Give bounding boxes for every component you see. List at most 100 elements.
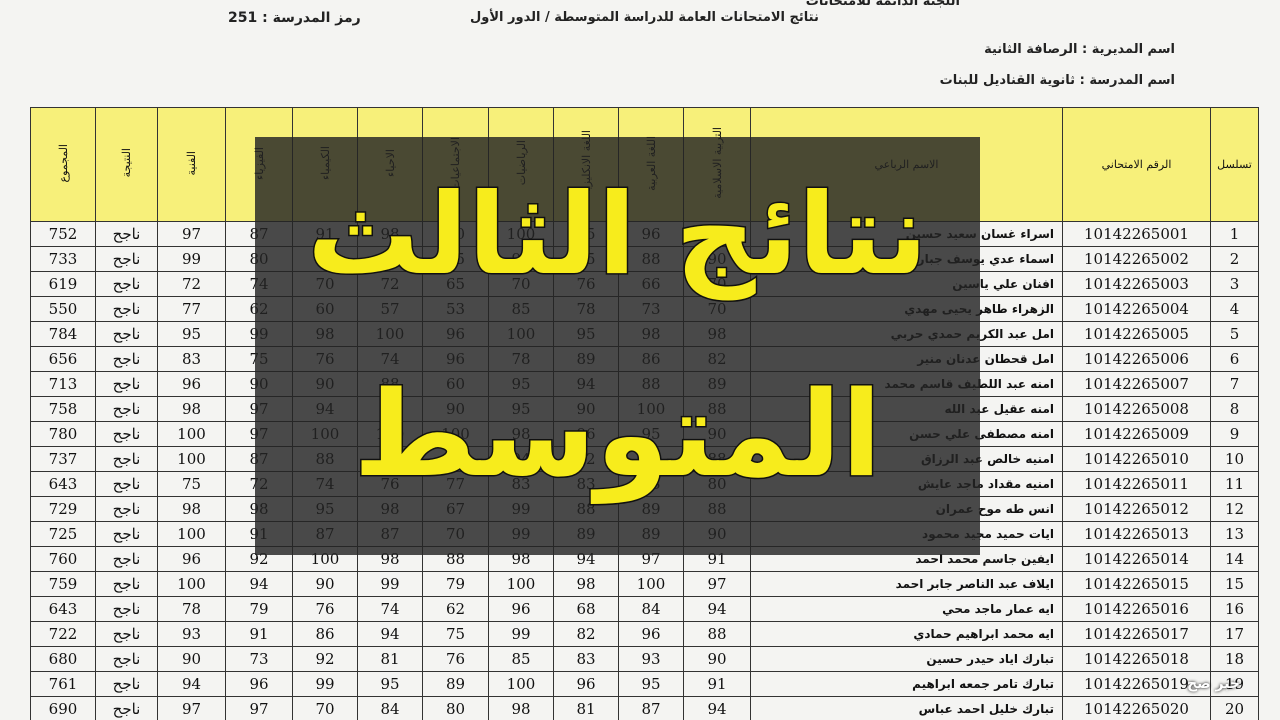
table-cell: 760 (30, 546, 96, 572)
table-cell: 10142265019 (1062, 671, 1211, 697)
table-cell: 100 (157, 571, 226, 597)
table-cell: 98 (488, 696, 554, 720)
table-cell: 100 (488, 571, 554, 597)
table-cell: ناجح (95, 221, 158, 247)
table-cell: 81 (553, 696, 619, 720)
table-cell: 6 (1210, 346, 1259, 372)
table-cell: 94 (157, 671, 226, 697)
table-cell: 737 (30, 446, 96, 472)
table-cell: ناجح (95, 521, 158, 547)
table-cell: 10142265009 (1062, 421, 1211, 447)
table-cell: ناجح (95, 546, 158, 572)
column-header: الفنية (157, 107, 226, 222)
table-cell: ناجح (95, 646, 158, 672)
watermark: خبر صح (1186, 676, 1240, 692)
table-cell: 79 (422, 571, 489, 597)
student-name: تبارك تامر جمعه ابراهيم (750, 671, 1063, 697)
table-cell: 91 (225, 621, 293, 647)
table-row: 16 10142265016 ايه عمار ماجد محي 94 84 68 96 62… (30, 596, 1259, 622)
table-cell: 2 (1210, 246, 1259, 272)
table-cell: 722 (30, 621, 96, 647)
table-cell: 92 (292, 646, 358, 672)
table-cell: 15 (1210, 571, 1259, 597)
table-cell: 96 (553, 671, 619, 697)
student-name: تبارك خليل احمد عباس (750, 696, 1063, 720)
table-cell: 91 (683, 671, 751, 697)
table-cell: ناجح (95, 346, 158, 372)
table-cell: ناجح (95, 396, 158, 422)
overlay-box (255, 137, 980, 555)
table-cell: 643 (30, 471, 96, 497)
school-name: اسم المدرسة : ثانوية القناديل للبنات (939, 73, 1175, 88)
table-cell: 86 (292, 621, 358, 647)
table-cell: 100 (618, 571, 684, 597)
table-cell: 3 (1210, 271, 1259, 297)
table-cell: 619 (30, 271, 96, 297)
table-cell: 11 (1210, 471, 1259, 497)
table-cell: 7 (1210, 371, 1259, 397)
table-cell: 62 (422, 596, 489, 622)
table-cell: 758 (30, 396, 96, 422)
table-cell: 76 (422, 646, 489, 672)
table-cell: 83 (553, 646, 619, 672)
table-cell: 10142265006 (1062, 346, 1211, 372)
table-cell: ناجح (95, 321, 158, 347)
overlay-title: نتائج الثالث (306, 169, 929, 302)
table-cell: 99 (488, 621, 554, 647)
table-cell: ناجح (95, 671, 158, 697)
table-cell: 99 (357, 571, 423, 597)
table-cell: 100 (157, 446, 226, 472)
table-cell: 9 (1210, 421, 1259, 447)
table-cell: ناجح (95, 421, 158, 447)
overlay-subtitle: المتوسط (352, 364, 883, 505)
table-cell: 90 (292, 571, 358, 597)
column-header: الرقم الامتحاني (1062, 107, 1211, 222)
table-cell: 96 (157, 546, 226, 572)
table-cell: 99 (157, 246, 226, 272)
table-cell: 94 (683, 696, 751, 720)
table-cell: 85 (488, 646, 554, 672)
table-row: 19 10142265019 تبارك تامر جمعه ابراهيم 91 95… (30, 671, 1259, 697)
table-cell: 10142265014 (1062, 546, 1211, 572)
committee: اللجنة الدائمة للامتحانات (805, 0, 960, 9)
table-cell: 93 (618, 646, 684, 672)
table-cell: 784 (30, 321, 96, 347)
student-name: ايلاف عبد الناصر جابر احمد (750, 571, 1063, 597)
table-cell: ناجح (95, 696, 158, 720)
table-cell: ناجح (95, 471, 158, 497)
table-cell: 10142265016 (1062, 596, 1211, 622)
student-name: تبارك اياد حيدر حسين (750, 646, 1063, 672)
table-cell: 10 (1210, 446, 1259, 472)
table-cell: 96 (618, 621, 684, 647)
table-cell: 90 (683, 646, 751, 672)
table-cell: 780 (30, 421, 96, 447)
table-cell: 89 (422, 671, 489, 697)
table-cell: 680 (30, 646, 96, 672)
table-cell: 96 (488, 596, 554, 622)
table-cell: 10142265013 (1062, 521, 1211, 547)
table-cell: 80 (422, 696, 489, 720)
table-cell: 90 (157, 646, 226, 672)
table-cell: 656 (30, 346, 96, 372)
table-cell: 68 (553, 596, 619, 622)
table-cell: 759 (30, 571, 96, 597)
report-title: نتائج الامتحانات العامة للدراسة المتوسطة… (470, 10, 819, 25)
table-row: 17 10142265017 ايه محمد ابراهيم حمادي 88 96 8… (30, 621, 1259, 647)
table-cell: 10142265015 (1062, 571, 1211, 597)
table-cell: 10142265011 (1062, 471, 1211, 497)
table-cell: 752 (30, 221, 96, 247)
table-cell: ناجح (95, 446, 158, 472)
table-cell: 75 (157, 471, 226, 497)
table-cell: 99 (292, 671, 358, 697)
table-cell: 98 (157, 396, 226, 422)
table-cell: 16 (1210, 596, 1259, 622)
table-cell: 76 (292, 596, 358, 622)
table-cell: 733 (30, 246, 96, 272)
table-cell: ناجح (95, 621, 158, 647)
table-cell: 97 (157, 221, 226, 247)
table-cell: 98 (157, 496, 226, 522)
table-cell: 8 (1210, 396, 1259, 422)
column-header: المجموع (30, 107, 96, 222)
student-name: ايه عمار ماجد محي (750, 596, 1063, 622)
